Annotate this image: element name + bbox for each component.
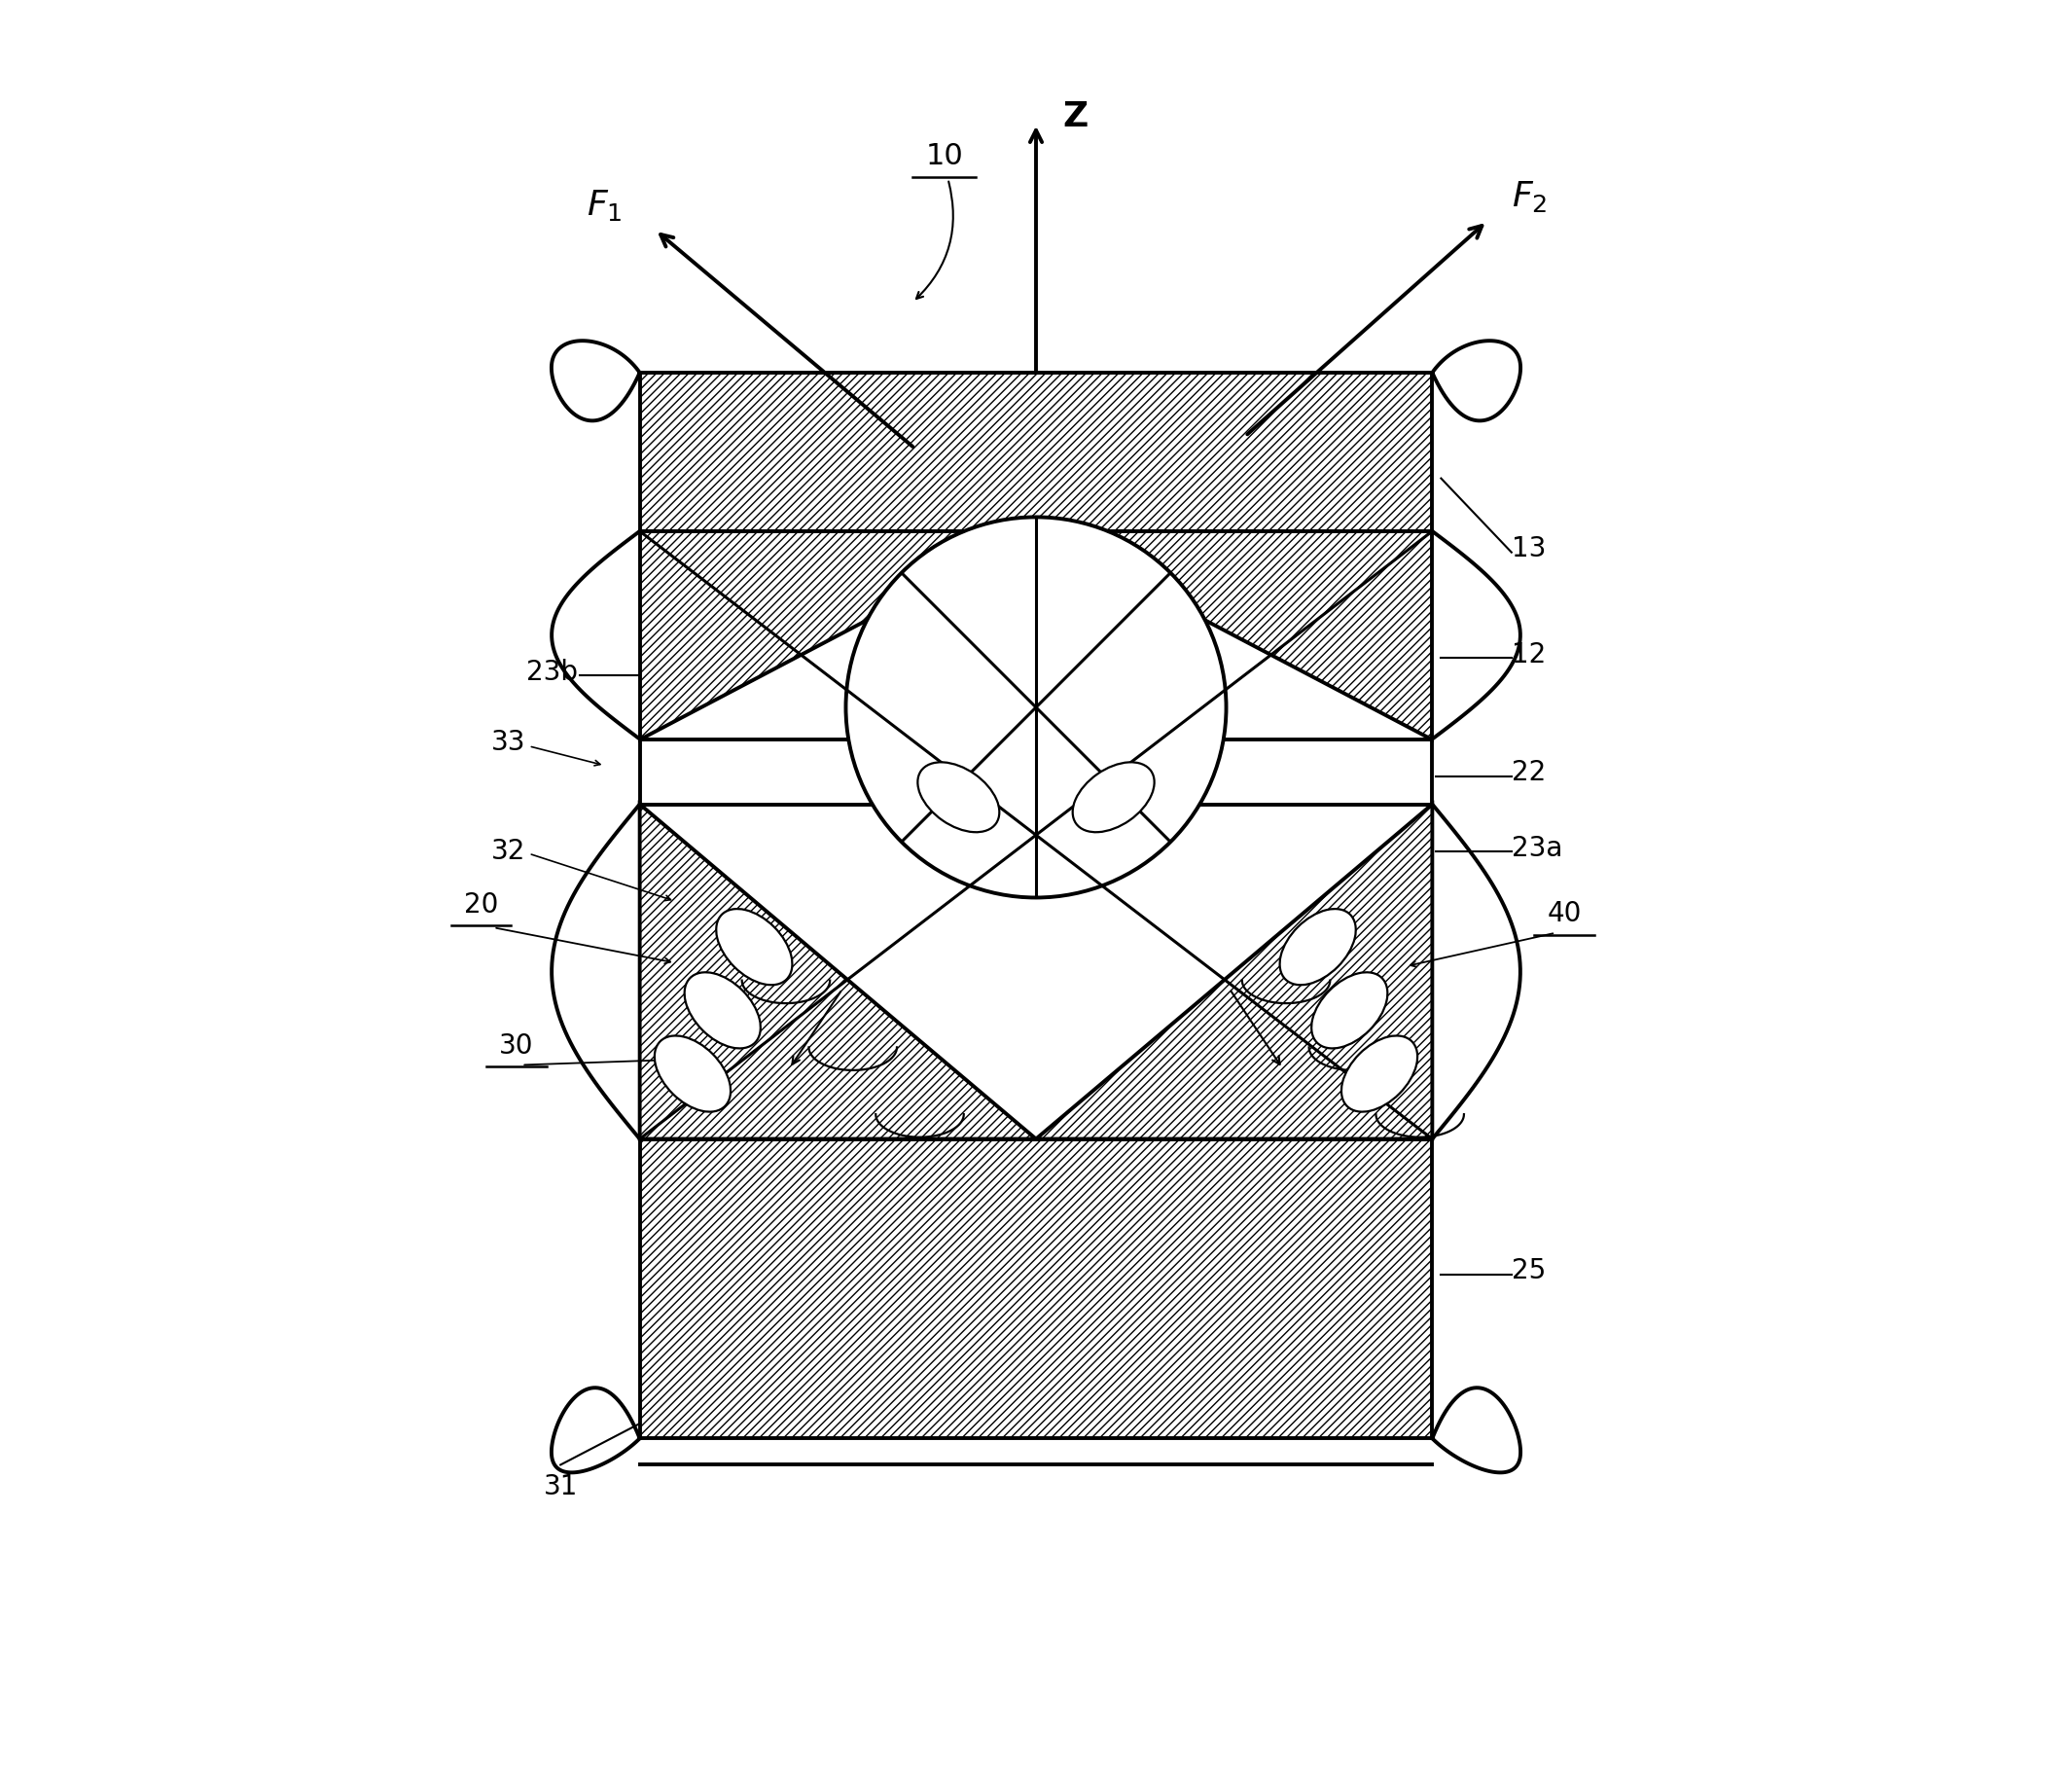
Text: Z: Z <box>1063 101 1088 134</box>
Text: 23a: 23a <box>1510 834 1562 862</box>
Text: 12: 12 <box>1510 641 1546 668</box>
Text: $F_2$: $F_2$ <box>1510 178 1548 214</box>
Text: $F_1$: $F_1$ <box>586 187 622 223</box>
Text: 13: 13 <box>1510 535 1546 562</box>
Ellipse shape <box>1073 762 1154 832</box>
Text: 10: 10 <box>926 141 963 170</box>
Circle shape <box>845 518 1227 898</box>
Polygon shape <box>640 804 1036 1140</box>
Text: 30: 30 <box>499 1032 535 1060</box>
Bar <box>640 1140 1432 1438</box>
Bar <box>640 1140 1432 1438</box>
Polygon shape <box>1036 532 1432 739</box>
Text: 23b: 23b <box>526 659 578 686</box>
Ellipse shape <box>1280 908 1355 984</box>
Text: 20: 20 <box>464 892 499 919</box>
Bar <box>640 373 1432 532</box>
Ellipse shape <box>717 908 792 984</box>
Ellipse shape <box>1341 1035 1417 1111</box>
Ellipse shape <box>684 972 760 1048</box>
Ellipse shape <box>655 1035 731 1111</box>
Text: 25: 25 <box>1510 1258 1546 1285</box>
Ellipse shape <box>1312 972 1388 1048</box>
Bar <box>640 373 1432 532</box>
Ellipse shape <box>918 762 999 832</box>
Text: 32: 32 <box>491 838 526 866</box>
Text: 22: 22 <box>1510 758 1546 786</box>
Bar <box>640 739 1432 804</box>
Text: 33: 33 <box>491 730 526 756</box>
Text: 23: 23 <box>1019 772 1053 800</box>
Text: 40: 40 <box>1548 901 1581 928</box>
Polygon shape <box>1036 804 1432 1140</box>
Text: 31: 31 <box>543 1474 578 1500</box>
Polygon shape <box>640 532 1036 739</box>
